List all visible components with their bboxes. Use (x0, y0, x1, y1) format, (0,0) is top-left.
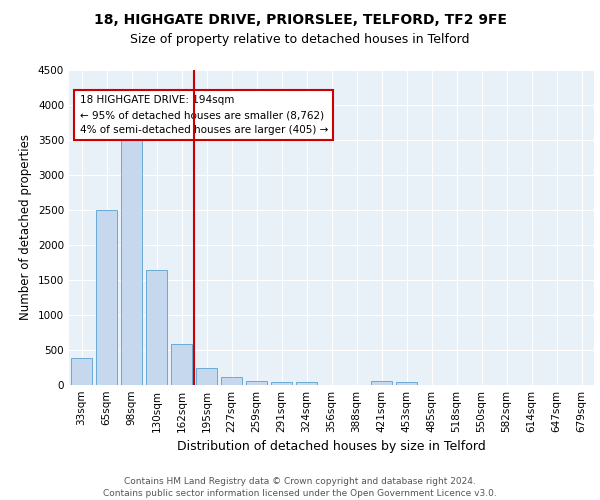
Bar (121, 126, 142, 385)
Bar (196, 368, 217, 385)
Bar (371, 381, 392, 385)
Text: Size of property relative to detached houses in Telford: Size of property relative to detached ho… (130, 32, 470, 46)
Bar (246, 381, 267, 385)
Bar (221, 378, 242, 385)
Bar (296, 382, 317, 385)
Bar (396, 382, 417, 385)
X-axis label: Distribution of detached houses by size in Telford: Distribution of detached houses by size … (177, 440, 486, 454)
Text: Contains HM Land Registry data © Crown copyright and database right 2024.
Contai: Contains HM Land Registry data © Crown c… (103, 476, 497, 498)
Bar (171, 344, 192, 385)
Bar (271, 382, 292, 385)
Text: 18, HIGHGATE DRIVE, PRIORSLEE, TELFORD, TF2 9FE: 18, HIGHGATE DRIVE, PRIORSLEE, TELFORD, … (94, 12, 506, 26)
Bar (71, 358, 92, 385)
Bar (96, 210, 117, 385)
Text: 18 HIGHGATE DRIVE: 194sqm
← 95% of detached houses are smaller (8,762)
4% of sem: 18 HIGHGATE DRIVE: 194sqm ← 95% of detac… (79, 95, 328, 135)
Bar (146, 270, 167, 385)
Y-axis label: Number of detached properties: Number of detached properties (19, 134, 32, 320)
